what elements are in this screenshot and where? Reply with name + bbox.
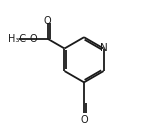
Text: O: O [81, 115, 88, 124]
Text: H₃C: H₃C [8, 34, 27, 44]
Text: O: O [30, 34, 38, 44]
Text: O: O [44, 16, 51, 26]
Text: N: N [100, 43, 108, 53]
